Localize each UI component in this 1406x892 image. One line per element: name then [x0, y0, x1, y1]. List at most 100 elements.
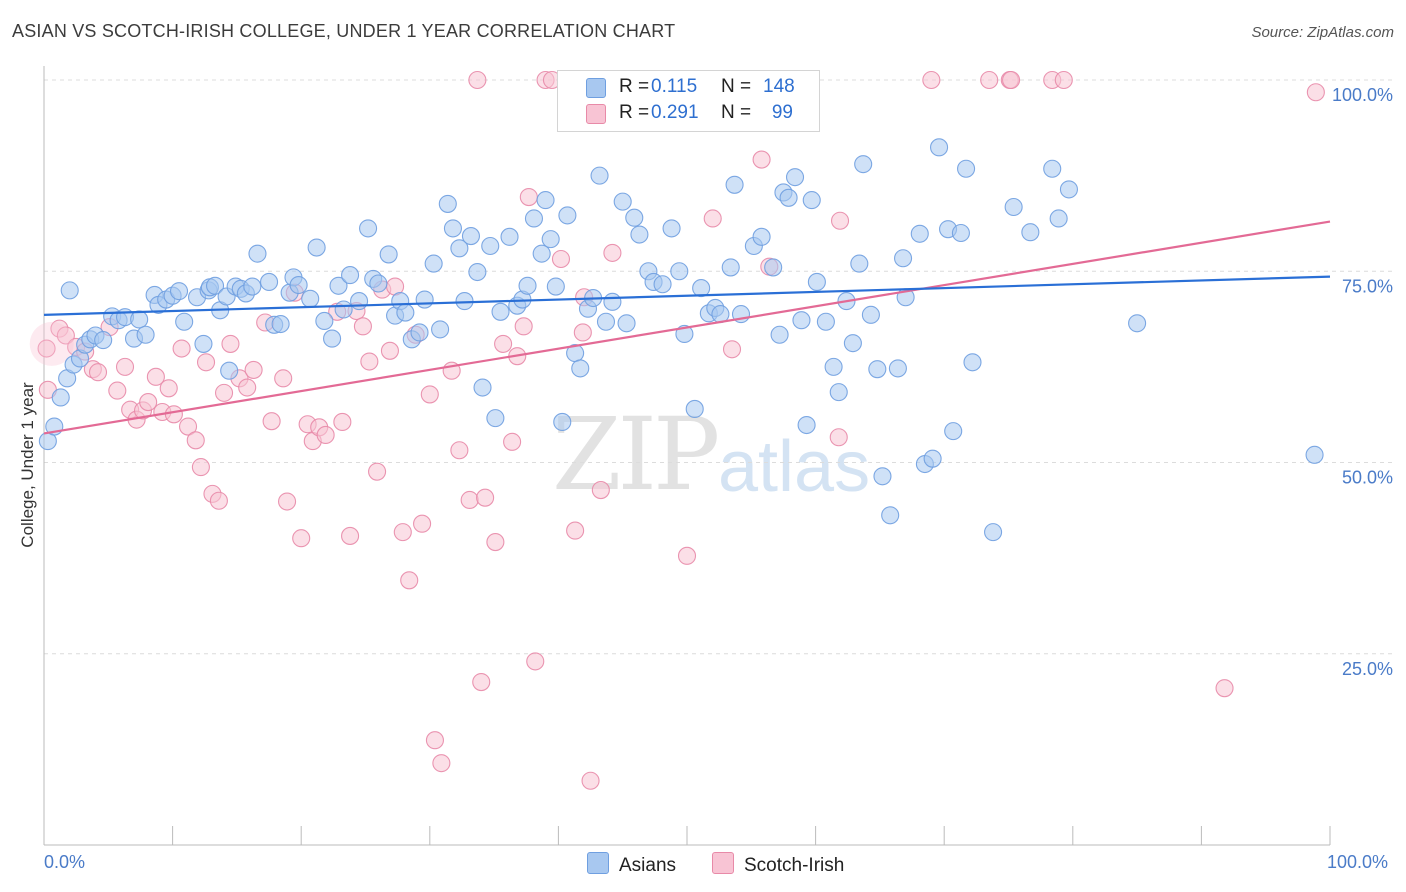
asians-point: [861, 305, 880, 324]
asians-point: [893, 249, 913, 268]
scotch-irish-point: [360, 352, 379, 371]
scotch-irish-point: [450, 441, 469, 460]
asians-point: [888, 359, 907, 378]
n-label: N =: [721, 76, 752, 97]
asians-point: [873, 467, 892, 486]
asians-point: [944, 422, 963, 441]
asians-point: [243, 277, 262, 296]
asians-point: [963, 353, 982, 372]
scotch-irish-point: [1215, 679, 1234, 698]
asians-point: [94, 331, 113, 350]
asians-point: [816, 312, 835, 331]
asians-point: [617, 314, 636, 333]
scotch-irish-point: [486, 533, 505, 552]
asians-point: [792, 311, 811, 330]
scotch-irish-legend-swatch: [712, 852, 734, 874]
scotch-irish-point: [316, 425, 335, 445]
asians-legend-swatch: [587, 852, 609, 874]
asians-point: [984, 523, 1003, 542]
scotch-irish-point: [139, 393, 158, 412]
scotch-irish-point: [108, 381, 127, 400]
asians-point: [764, 258, 783, 277]
asians-point: [350, 292, 369, 311]
scotch-irish-point: [526, 652, 545, 671]
scotch-irish-legend-label: Scotch-Irish: [744, 855, 845, 876]
asians-point: [779, 188, 798, 207]
asians-point: [923, 449, 942, 468]
asians-point: [136, 325, 155, 344]
trend-lines: [43, 220, 1331, 435]
asians-point: [881, 506, 900, 525]
asians-point: [807, 272, 826, 292]
asians-point: [289, 275, 308, 295]
asians-point: [259, 272, 279, 292]
n-value: 148: [763, 76, 795, 97]
asians-point: [670, 262, 689, 281]
asians-point: [518, 276, 537, 295]
r-value: 0.291: [651, 102, 699, 123]
asians-point: [1021, 223, 1040, 242]
asians-point: [596, 312, 616, 331]
scotch-irish-point: [115, 357, 135, 376]
asians-point: [271, 314, 290, 334]
asians-point: [785, 168, 805, 187]
asians-point: [473, 378, 492, 397]
scotch-irish-point: [425, 731, 444, 750]
scotch-irish-point: [221, 334, 240, 353]
asians-point: [854, 155, 873, 174]
asians-point: [843, 334, 862, 353]
scotch-irish-point: [292, 529, 311, 548]
asians-point: [536, 191, 555, 210]
scotch-irish-point: [1054, 70, 1073, 90]
scotch-irish-point: [830, 211, 850, 230]
asians-point: [130, 310, 149, 329]
r-value: 0.115: [651, 76, 698, 97]
scotch-irish-point: [677, 546, 697, 565]
scotch-irish-point: [186, 431, 205, 450]
asians-point: [571, 359, 590, 378]
chart-title: ASIAN VS SCOTCH-IRISH COLLEGE, UNDER 1 Y…: [12, 21, 676, 41]
asians-point: [60, 281, 79, 300]
scotch-irish-point: [196, 353, 216, 372]
asians-point: [461, 227, 481, 246]
asians-point: [662, 219, 681, 238]
source-credit: Source: ZipAtlas.com: [1251, 24, 1394, 41]
legend-item-scotch-irish[interactable]: Scotch-Irish: [712, 852, 844, 877]
scotch-irish-point: [514, 317, 533, 336]
legend-item-asians[interactable]: Asians: [587, 852, 676, 877]
scotch-irish-point: [88, 363, 108, 382]
asians-point: [369, 274, 388, 293]
scotch-irish-point: [752, 150, 771, 169]
y-tick-labels: 25.0% 50.0% 75.0% 100.0%: [1332, 85, 1393, 679]
asians-point: [692, 279, 711, 298]
asians-point: [797, 415, 816, 435]
asians-point: [431, 320, 450, 339]
asians-point: [51, 388, 70, 407]
scotch-irish-point: [262, 412, 281, 431]
asians-point: [930, 138, 949, 157]
asians-point: [1059, 180, 1078, 199]
scotch-irish-point: [413, 514, 432, 533]
scotch-irish-point: [603, 243, 622, 262]
scotch-irish-point: [333, 412, 352, 432]
asians-point: [307, 238, 326, 257]
asians-trend-line: [43, 275, 1331, 316]
scotch-irish-point: [468, 70, 487, 90]
scotch-irish-point: [922, 70, 941, 90]
asians-point: [613, 192, 632, 211]
scotch-irish-point: [581, 771, 600, 790]
scotch-irish-point: [146, 367, 165, 386]
asians-point: [824, 357, 843, 376]
scotch-irish-point: [274, 369, 293, 388]
scotch-irish-point: [519, 187, 538, 207]
asians-point: [590, 166, 609, 185]
asians-point: [721, 258, 740, 277]
asians-point: [379, 245, 398, 264]
asians-point: [450, 239, 469, 258]
asians-point: [752, 227, 771, 246]
scotch-irish-point: [209, 491, 228, 510]
r-label: R =: [619, 76, 650, 97]
scotch-irish-point: [238, 378, 257, 397]
asians-point: [175, 312, 194, 331]
asians-points: [38, 138, 1324, 542]
